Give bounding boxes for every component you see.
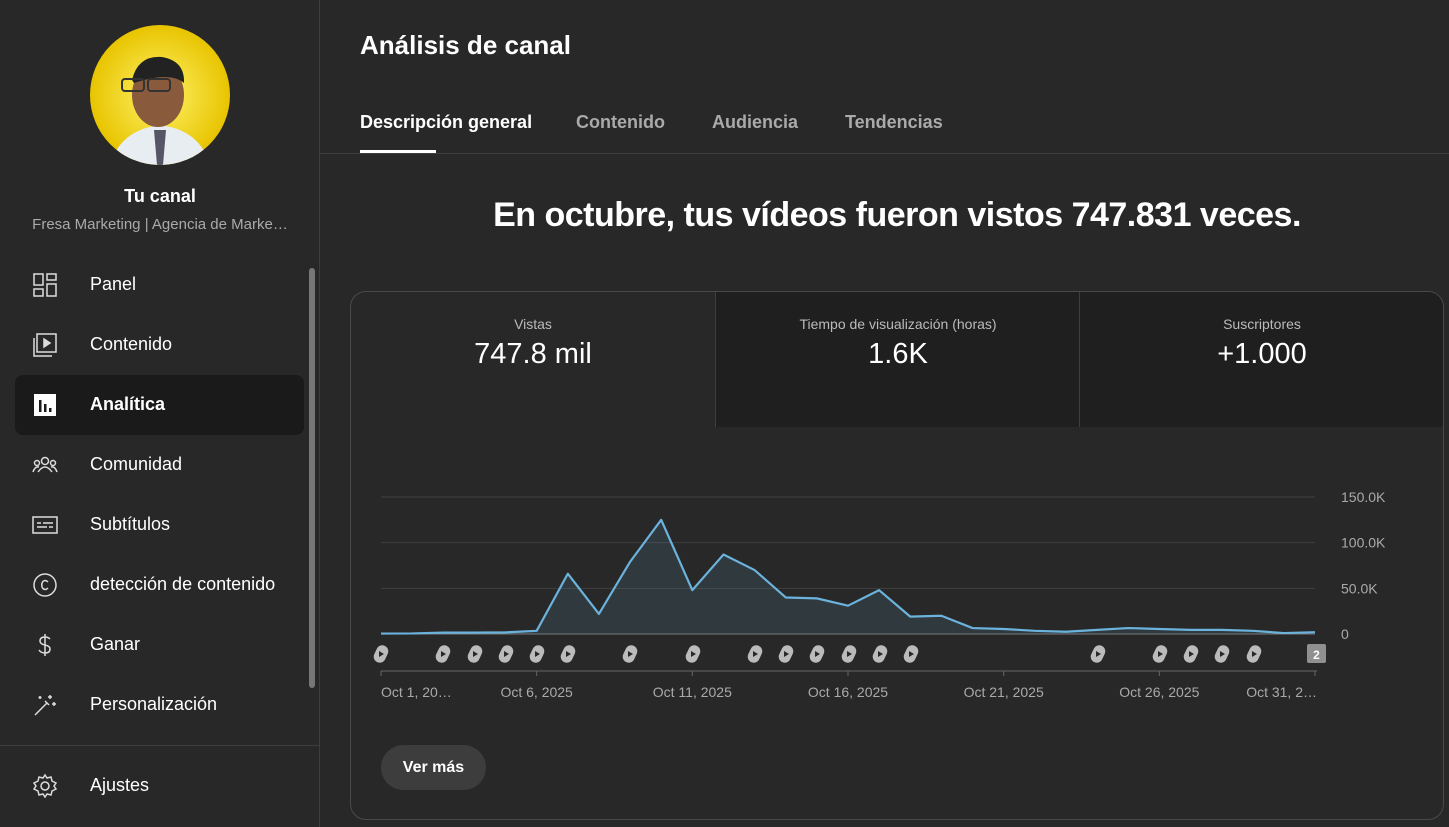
x-tick-label: Oct 31, 2… [1246,684,1317,700]
metric-label[interactable]: Suscriptores [1223,316,1301,332]
y-tick-label: 50.0K [1341,580,1378,596]
tab[interactable]: Descripción general [360,112,533,132]
y-tick-label: 100.0K [1341,535,1386,551]
menu-item[interactable]: detección de contenido [0,554,320,614]
x-tick-label: Oct 11, 2025 [653,684,732,700]
menu-label: Ganar [90,633,141,654]
menu-label: Panel [90,273,137,294]
divider [0,745,320,746]
sidebar: Tu canal Fresa Marketing | Agencia de Ma… [0,0,320,827]
channel-name: Fresa Marketing | Agencia de Marke… [32,216,288,233]
headline: En octubre, tus vídeos fueron vistos 747… [493,196,1301,234]
x-tick-label: Oct 26, 2025 [1119,684,1199,700]
scrollbar[interactable] [309,268,315,688]
video-markers [371,643,1264,665]
tab-underline [360,150,436,153]
metric-label[interactable]: Tiempo de visualización (horas) [799,316,997,332]
x-tick-label: Oct 6, 2025 [500,684,573,700]
menu-label: Analítica [90,393,166,414]
menu-label: Comunidad [90,453,183,474]
x-tick-label: Oct 21, 2025 [964,684,1044,700]
metric-label[interactable]: Vistas [514,316,552,332]
x-tick-label: Oct 1, 20… [381,684,452,700]
menu-item[interactable]: Contenido [0,314,320,374]
menu-item[interactable]: Panel [0,254,320,314]
badge-box[interactable] [1307,644,1326,663]
menu-item[interactable]: Ganar [0,614,320,674]
menu-item[interactable]: Subtítulos [0,494,320,554]
avatar[interactable] [90,25,230,165]
page-title: Análisis de canal [360,30,571,60]
x-tick-label: Oct 16, 2025 [808,684,888,700]
area-fill [381,519,1315,634]
tab[interactable]: Contenido [576,112,665,132]
menu-item[interactable]: Ajustes [0,755,320,815]
metric-divider [715,292,716,427]
y-tick-label: 150.0K [1341,489,1386,505]
menu-label: detección de contenido [90,573,276,594]
menu-label: Personalización [90,693,218,714]
metric-value: +1.000 [1217,338,1307,370]
line [380,518,1316,635]
menu-label: Ajustes [90,774,150,795]
tab[interactable]: Audiencia [712,112,799,132]
metric-divider [1079,292,1080,427]
menu-label: Subtítulos [90,513,171,534]
active-highlight [15,375,304,435]
tab-border [320,153,1449,154]
metric-value: 1.6K [868,338,928,370]
card: Vistas 747.8 mil Tiempo de visualización… [350,291,1444,820]
badge: 2 [1313,648,1320,662]
metric-value: 747.8 mil [474,338,592,370]
channel-label: Tu canal [124,186,196,206]
more-button[interactable]: Ver más [381,745,486,790]
menu-item[interactable]: Comunidad [0,434,320,494]
y-tick-label: 0 [1341,626,1349,642]
menu-item[interactable]: Analítica [0,374,320,434]
menu-item[interactable]: Personalización [0,674,320,734]
menu-label: Contenido [90,333,173,354]
tab[interactable]: Tendencias [845,112,943,132]
